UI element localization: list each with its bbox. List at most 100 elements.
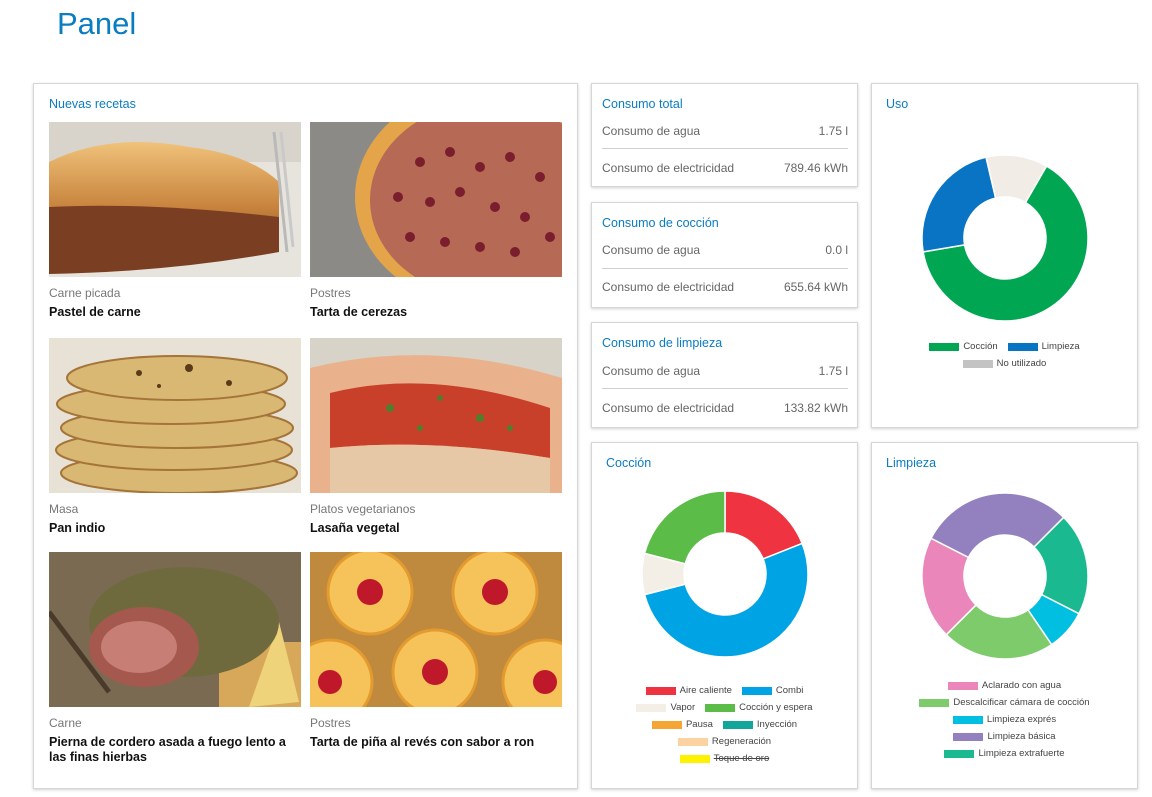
recipe-card[interactable]: Platos vegetarianos Lasaña vegetal (310, 338, 562, 536)
legend-swatch (962, 359, 993, 368)
legend-swatch (705, 703, 736, 712)
legend-item-limpieza-basica[interactable]: Limpieza básica (953, 731, 1056, 742)
legend-swatch (953, 732, 984, 741)
legend-item-limpieza-extrafuerte[interactable]: Limpieza extrafuerte (944, 748, 1065, 759)
recipe-card[interactable]: Carne Pierna de cordero asada a fuego le… (49, 552, 301, 765)
legend-item-combi[interactable]: Combi (741, 685, 804, 696)
recipe-image-pastel-de-carne[interactable] (49, 122, 301, 277)
water-value: 0.0 l (825, 243, 848, 257)
cooking-consumption-card: Consumo de cocción Consumo de agua 0.0 l… (591, 202, 858, 308)
cleaning-consumption-title: Consumo de limpieza (602, 336, 723, 350)
total-consumption-card: Consumo total Consumo de agua 1.75 l Con… (591, 83, 858, 187)
legend-label: Vapor (670, 702, 696, 713)
legend-row: Pausa Inyección (592, 716, 857, 733)
legend-item-no-utilizado[interactable]: No utilizado (962, 358, 1046, 369)
recipe-name[interactable]: Pastel de carne (49, 305, 141, 319)
legend-row: Descalcificar cámara de cocción (872, 694, 1137, 711)
recipe-image-pan-indio[interactable] (49, 338, 301, 493)
cleaning-legend: Aclarado con agua Descalcificar cámara de… (872, 677, 1137, 762)
usage-slice-no-utilizado[interactable] (985, 154, 1048, 204)
electricity-consumption-row: Consumo de electricidad 655.64 kWh (602, 280, 848, 294)
recipe-category: Postres (310, 286, 351, 300)
legend-item-vapor[interactable]: Vapor (636, 702, 695, 713)
cooking-title: Cocción (606, 456, 652, 470)
legend-swatch (944, 749, 975, 758)
legend-item-inyeccion[interactable]: Inyección (722, 719, 797, 730)
legend-swatch (741, 686, 772, 695)
electricity-value: 789.46 kWh (783, 161, 848, 175)
recipe-category: Masa (49, 502, 79, 516)
recipe-name[interactable]: Pan indio (49, 521, 106, 535)
cooking-slice-coccion-y-espera[interactable] (643, 490, 726, 565)
cleaning-consumption-card: Consumo de limpieza Consumo de agua 1.75… (591, 322, 858, 428)
electricity-value: 655.64 kWh (783, 280, 848, 294)
legend-row: Aire caliente Combi (592, 682, 857, 699)
legend-swatch (952, 715, 983, 724)
water-label: Consumo de agua (602, 364, 701, 378)
recipe-image-tarta-de-cerezas[interactable] (310, 122, 562, 277)
water-consumption-row: Consumo de agua 0.0 l (602, 243, 848, 257)
electricity-value: 133.82 kWh (783, 401, 848, 415)
recipe-name[interactable]: Tarta de piña al revés con sabor a ron (310, 735, 535, 749)
legend-item-limpieza-expres[interactable]: Limpieza exprés (952, 714, 1056, 725)
cleaning-donut-chart (921, 492, 1089, 660)
recipe-image-lasana-vegetal[interactable] (310, 338, 562, 493)
recipe-card[interactable]: Carne picada Pastel de carne (49, 122, 301, 320)
electricity-consumption-row: Consumo de electricidad 789.46 kWh (602, 161, 848, 175)
usage-card: Uso Cocción Limpieza No utilizado (871, 83, 1138, 428)
electricity-label: Consumo de electricidad (602, 401, 735, 415)
legend-row: Regeneración (592, 733, 857, 750)
legend-label: Cocción y espera (739, 702, 813, 713)
water-consumption-row: Consumo de agua 1.75 l (602, 124, 848, 138)
usage-slice-limpieza[interactable] (921, 156, 997, 253)
legend-row: Vapor Cocción y espera (592, 699, 857, 716)
legend-item-toque-de-oro[interactable]: Toque de oro (679, 753, 769, 764)
legend-item-descalcificar-camara-de-coccion[interactable]: Descalcificar cámara de cocción (919, 697, 1090, 708)
cooking-slice-combi[interactable] (643, 542, 809, 658)
cleaning-title: Limpieza (886, 456, 937, 470)
water-value: 1.75 l (818, 124, 848, 138)
usage-slice-coccion[interactable] (922, 165, 1089, 322)
cleaning-slice-descalcificar-camara-de-coccion[interactable] (945, 603, 1053, 660)
legend-swatch (947, 681, 978, 690)
legend-swatch (919, 698, 950, 707)
legend-label: Descalcificar cámara de cocción (953, 697, 1090, 708)
usage-legend: Cocción Limpieza No utilizado (872, 338, 1137, 372)
new-recipes-card: Nuevas recetas Carne picada Pastel de ca… (33, 83, 578, 789)
recipe-image-tarta-de-pina[interactable] (310, 552, 562, 707)
new-recipes-title: Nuevas recetas (49, 97, 136, 111)
legend-label: Combi (775, 685, 804, 696)
electricity-consumption-row: Consumo de electricidad 133.82 kWh (602, 401, 848, 415)
recipe-image-pierna-de-cordero[interactable] (49, 552, 301, 707)
legend-row: Toque de oro (592, 750, 857, 767)
legend-swatch (645, 686, 676, 695)
cooking-donut-chart (641, 490, 809, 658)
recipe-name[interactable]: Pierna de cordero asada a fuego lento a … (49, 735, 286, 764)
cleaning-slice-limpieza-basica[interactable] (930, 492, 1065, 559)
legend-swatch (722, 720, 753, 729)
recipe-name[interactable]: Tarta de cerezas (310, 305, 408, 319)
legend-item-limpieza[interactable]: Limpieza (1007, 341, 1080, 352)
legend-item-coccion[interactable]: Cocción (929, 341, 998, 352)
legend-label: Regeneración (711, 736, 772, 747)
legend-item-pausa[interactable]: Pausa (651, 719, 713, 730)
legend-item-regeneracion[interactable]: Regeneración (677, 736, 772, 747)
recipe-card[interactable]: Postres Tarta de cerezas (310, 122, 562, 320)
legend-item-aclarado-con-agua[interactable]: Aclarado con agua (947, 680, 1062, 691)
electricity-label: Consumo de electricidad (602, 161, 735, 175)
legend-item-coccion-y-espera[interactable]: Cocción y espera (705, 702, 813, 713)
legend-label: Aclarado con agua (981, 680, 1062, 691)
legend-label: Limpieza (1041, 341, 1080, 352)
water-consumption-row: Consumo de agua 1.75 l (602, 364, 848, 378)
legend-swatch (929, 342, 960, 351)
recipe-category: Postres (310, 716, 351, 730)
recipe-card[interactable]: Masa Pan indio (49, 338, 301, 536)
recipe-card[interactable]: Postres Tarta de piña al revés con sabor… (310, 552, 562, 750)
legend-row: Aclarado con agua (872, 677, 1137, 694)
legend-label: Pausa (685, 719, 713, 730)
legend-item-aire-caliente[interactable]: Aire caliente (645, 685, 732, 696)
recipe-category: Carne (49, 716, 82, 730)
legend-row: Limpieza extrafuerte (872, 745, 1137, 762)
recipe-name[interactable]: Lasaña vegetal (310, 521, 400, 535)
water-value: 1.75 l (818, 364, 848, 378)
